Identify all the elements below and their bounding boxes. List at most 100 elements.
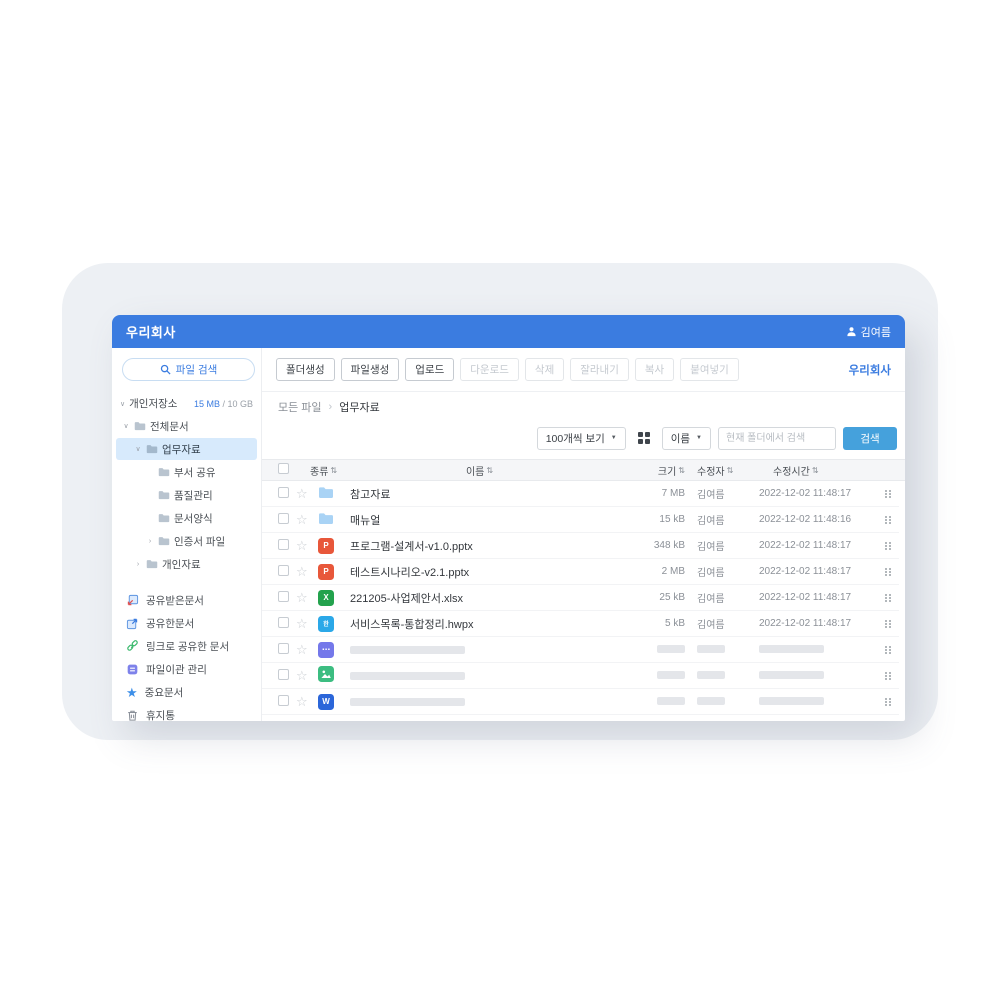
- toolbar-button-2[interactable]: 업로드: [405, 358, 455, 381]
- file-size: 25 kB: [659, 592, 685, 603]
- select-all-checkbox[interactable]: [278, 463, 289, 474]
- search-button[interactable]: 검색: [843, 426, 897, 450]
- skeleton-placeholder: [350, 697, 465, 706]
- table-row[interactable]: ☆ 매뉴얼 15 kB 김여름 2022-12-02 11:48:16: [262, 507, 899, 533]
- file-name: 221205-사업제안서.xlsx: [350, 592, 463, 605]
- folder-icon: [158, 537, 170, 546]
- skeleton-placeholder: [697, 671, 725, 680]
- file-search-button[interactable]: 파일 검색: [122, 358, 255, 381]
- file-modifier: 김여름: [697, 594, 725, 605]
- table-row[interactable]: ☆ ⋯: [262, 637, 899, 663]
- column-header-modified[interactable]: 수정시간 ⇅: [773, 465, 819, 478]
- skeleton-placeholder: [350, 671, 465, 680]
- grid-view-button[interactable]: [633, 427, 655, 449]
- more-actions-icon[interactable]: [885, 645, 891, 654]
- toolbar-button-0[interactable]: 폴더생성: [276, 358, 335, 381]
- table-row[interactable]: ☆ P 프로그램-설계서-v1.0.pptx 348 kB 김여름 2022-12-02 …: [262, 533, 899, 559]
- personal-storage-section[interactable]: ∨ 개인저장소 15 MB / 10 GB: [120, 396, 253, 411]
- grid-view-icon: [644, 432, 650, 437]
- more-actions-icon[interactable]: [885, 697, 891, 706]
- favorite-star-icon[interactable]: ☆: [296, 564, 308, 579]
- sidebar-item-3[interactable]: 파일이관 관리: [112, 658, 261, 681]
- sidebar-tree-item-3[interactable]: 품질관리: [116, 484, 257, 506]
- column-header-name[interactable]: 이름 ⇅: [465, 465, 494, 478]
- more-actions-icon[interactable]: [885, 593, 891, 602]
- file-name: 매뉴얼: [350, 514, 381, 527]
- favorite-star-icon[interactable]: ☆: [296, 538, 308, 553]
- sidebar-item-label: 파일이관 관리: [146, 664, 207, 676]
- sidebar-item-4[interactable]: ★ 중요문서: [112, 681, 261, 704]
- more-actions-icon[interactable]: [885, 567, 891, 576]
- chevron-right-icon[interactable]: ›: [136, 560, 140, 568]
- table-row[interactable]: ☆ 참고자료 7 MB 김여름 2022-12-02 11:48:17: [262, 481, 899, 507]
- skeleton-placeholder: [759, 697, 824, 706]
- favorite-star-icon[interactable]: ☆: [296, 642, 308, 657]
- chevron-down-icon: ∨: [120, 400, 126, 408]
- table-row[interactable]: ☆: [262, 663, 899, 689]
- sidebar-tree-item-5[interactable]: › 인증서 파일: [116, 530, 257, 552]
- skeleton-placeholder: [759, 671, 824, 680]
- page-size-dropdown[interactable]: 100개씩 보기 ▼: [536, 426, 626, 450]
- chevron-down-icon[interactable]: ∨: [135, 446, 141, 453]
- more-actions-icon[interactable]: [885, 619, 891, 628]
- column-header-modifier[interactable]: 수정자 ⇅: [697, 465, 734, 478]
- etc-file-icon: ⋯: [318, 641, 334, 658]
- row-checkbox-5[interactable]: [278, 616, 289, 628]
- column-header-type[interactable]: 종류 ⇅: [310, 465, 338, 478]
- favorite-star-icon[interactable]: ☆: [296, 486, 308, 501]
- row-checkbox-8[interactable]: [278, 694, 289, 706]
- row-checkbox-3[interactable]: [278, 564, 289, 576]
- sidebar-tree-item-1[interactable]: ∨ 업무자료: [116, 438, 257, 460]
- more-actions-icon[interactable]: [885, 671, 891, 680]
- row-checkbox-7[interactable]: [278, 668, 289, 680]
- skeleton-placeholder: [657, 697, 685, 706]
- sidebar-item-5[interactable]: 휴지통: [112, 704, 261, 721]
- more-actions-icon[interactable]: [885, 489, 891, 498]
- table-row[interactable]: ☆ W: [262, 689, 899, 715]
- file-modified-time: 2022-12-02 11:48:17: [759, 540, 852, 551]
- favorite-star-icon[interactable]: ☆: [296, 616, 308, 631]
- column-header-size[interactable]: 크기 ⇅: [657, 465, 685, 478]
- breadcrumb-root[interactable]: 모든 파일: [278, 401, 322, 414]
- folder-search-input[interactable]: [718, 426, 836, 450]
- file-modified-time: 2022-12-02 11:48:16: [759, 514, 852, 525]
- storage-total: / 10 GB: [219, 398, 253, 409]
- more-actions-icon[interactable]: [885, 515, 891, 524]
- toolbar: 폴더생성 파일생성 업로드 다운로드 삭제 잘라내기 복사 붙여넣기 우리회사: [262, 348, 905, 392]
- sidebar-tree-item-4[interactable]: 문서양식: [116, 507, 257, 529]
- sidebar-item-0[interactable]: 공유받은문서: [112, 589, 261, 612]
- sidebar-item-2[interactable]: 링크로 공유한 문서: [112, 635, 261, 658]
- sidebar-item-1[interactable]: 공유한문서: [112, 612, 261, 635]
- company-link[interactable]: 우리회사: [848, 364, 891, 377]
- favorite-star-icon[interactable]: ☆: [296, 590, 308, 605]
- row-checkbox-2[interactable]: [278, 538, 289, 550]
- sidebar-tree-item-0[interactable]: ∨ 전체문서: [116, 415, 257, 437]
- more-actions-icon[interactable]: [885, 541, 891, 550]
- filter-bar: 100개씩 보기 ▼ 이름 ▼ 검색: [262, 421, 905, 459]
- chevron-right-icon[interactable]: ›: [148, 537, 152, 545]
- toolbar-button-1[interactable]: 파일생성: [340, 358, 400, 381]
- row-checkbox-6[interactable]: [278, 642, 289, 654]
- table-row[interactable]: ☆ X 221205-사업제안서.xlsx 25 kB 김여름 2022-12-02 11…: [262, 585, 899, 611]
- sort-by-value: 이름: [670, 432, 691, 445]
- file-size: 348 kB: [653, 540, 685, 551]
- table-row[interactable]: ☆ P 테스트시나리오-v2.1.pptx 2 MB 김여름 2022-12-02 11:…: [262, 559, 899, 585]
- favorite-star-icon[interactable]: ☆: [296, 668, 308, 683]
- row-checkbox-1[interactable]: [278, 512, 289, 524]
- sidebar-tree-item-6[interactable]: › 개인자료: [116, 553, 257, 575]
- sidebar-tree-item-2[interactable]: 부서 공유: [116, 461, 257, 483]
- file-modifier: 김여름: [697, 620, 725, 631]
- folder-tree: ∨ 전체문서 ∨ 업무자료 부서 공유 품질관리 문서양식 › 인증서 파일 › 개인자료: [112, 415, 261, 575]
- sidebar-item-label: 링크로 공유한 문서: [146, 641, 230, 653]
- file-modifier: 김여름: [697, 516, 725, 527]
- row-checkbox-4[interactable]: [278, 590, 289, 602]
- favorite-star-icon[interactable]: ☆: [296, 694, 308, 709]
- skeleton-placeholder: [697, 645, 725, 654]
- favorite-star-icon[interactable]: ☆: [296, 512, 308, 527]
- table-row[interactable]: ☆ 한 서비스목록-통합정리.hwpx 5 kB 김여름 2022-12-02 11:48…: [262, 611, 899, 637]
- user-menu[interactable]: 김여름: [846, 324, 891, 340]
- chevron-down-icon[interactable]: ∨: [123, 423, 129, 430]
- row-checkbox-0[interactable]: [278, 486, 289, 498]
- breadcrumb-current: 업무자료: [339, 401, 380, 414]
- sort-by-dropdown[interactable]: 이름 ▼: [661, 426, 711, 450]
